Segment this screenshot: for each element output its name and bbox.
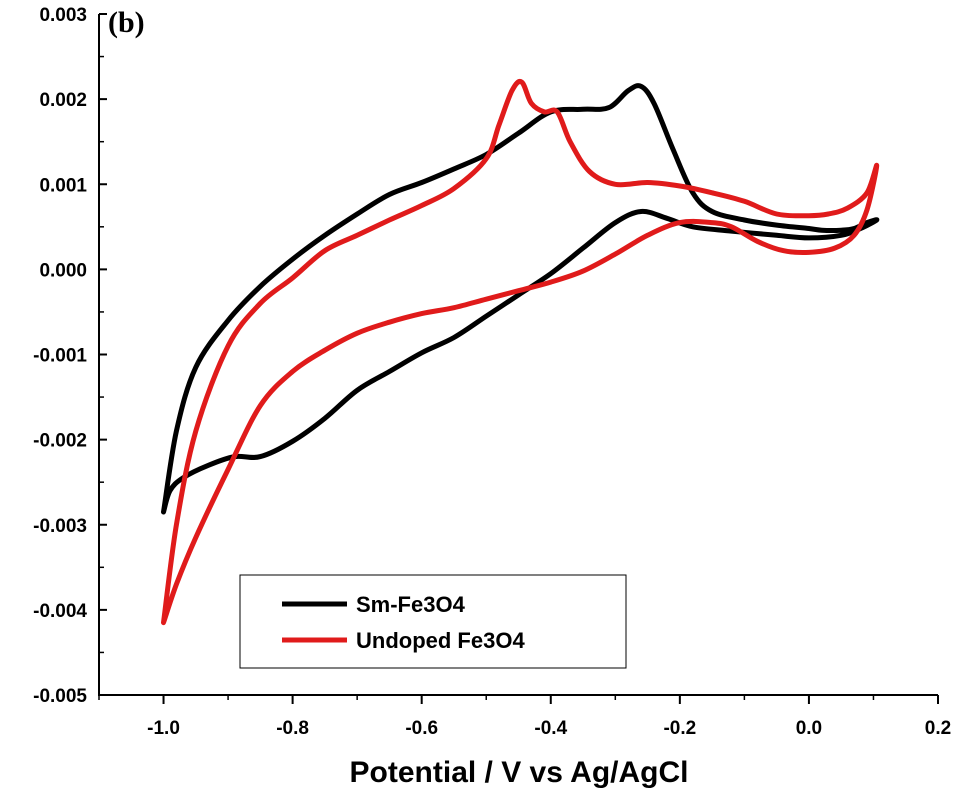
y-tick-label: -0.001 [33,346,87,367]
panel-label: (b) [108,6,145,39]
y-tick-label: 0.002 [39,90,87,111]
x-tick-label: 0.0 [796,718,822,739]
legend-label-sm-fe3o4: Sm-Fe3O4 [356,592,466,617]
x-tick-label: 0.2 [925,718,951,739]
y-tick-label: -0.003 [33,516,87,537]
legend: Sm-Fe3O4 Undoped Fe3O4 [239,574,627,669]
series-line-undoped-fe3o4 [161,79,880,626]
x-ticks: -1.0 -0.8 -0.6 -0.4 -0.2 0.0 0.2 [98,695,951,739]
series-line-sm-fe3o4 [161,83,880,515]
y-tick-label: 0.003 [39,5,87,26]
legend-label-undoped-fe3o4: Undoped Fe3O4 [356,628,525,653]
x-tick-label: -1.0 [147,718,180,739]
y-tick-label: -0.004 [33,601,87,622]
x-tick-label: -0.8 [276,718,309,739]
x-axis-title: Potential / V vs Ag/AgCl [350,756,689,789]
y-tick-label: 0.001 [39,175,87,196]
x-tick-label: -0.2 [663,718,696,739]
y-tick-label: 0.000 [39,260,87,281]
y-ticks: -0.005 -0.004 -0.003 -0.002 -0.001 0.000 0.001… [33,5,107,707]
series-layer [161,79,880,626]
x-tick-label: -0.6 [405,718,438,739]
x-tick-label: -0.4 [534,718,567,739]
y-tick-label: -0.005 [33,686,87,707]
y-tick-label: -0.002 [33,431,87,452]
legend-box [239,574,627,669]
